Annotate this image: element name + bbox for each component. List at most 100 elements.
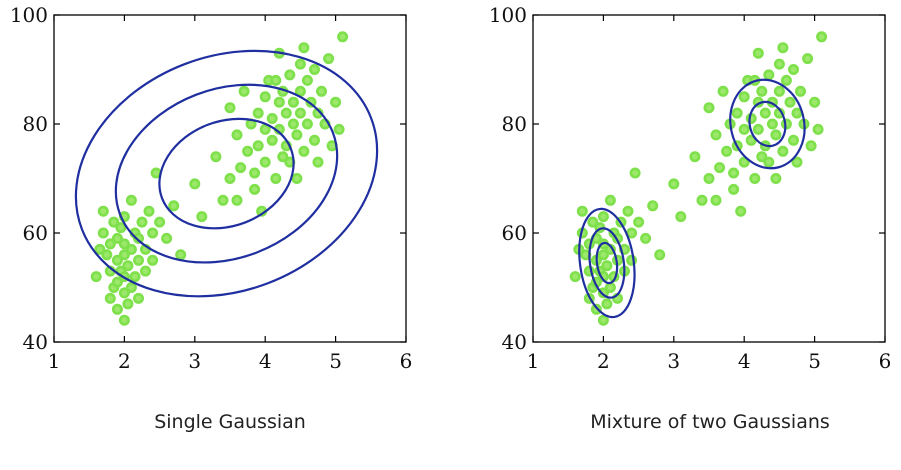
x-tick-label: 6 — [879, 349, 892, 373]
data-point — [728, 167, 740, 179]
data-point — [710, 129, 722, 141]
data-point — [101, 249, 113, 261]
data-point — [738, 123, 750, 135]
contour-ellipse — [588, 227, 626, 299]
y-tick-label: 60 — [502, 221, 527, 245]
data-point — [770, 129, 782, 141]
y-tick-label: 40 — [502, 330, 527, 354]
contour-ellipse — [578, 207, 636, 319]
data-point — [647, 200, 659, 212]
data-point — [111, 254, 123, 266]
data-point — [161, 232, 173, 244]
data-point — [629, 167, 641, 179]
data-point — [147, 254, 159, 266]
data-point — [773, 58, 785, 70]
data-point — [703, 102, 715, 114]
contours-group — [578, 78, 806, 319]
data-point — [122, 298, 134, 310]
x-tick-label: 3 — [188, 349, 201, 373]
data-point — [752, 123, 764, 135]
data-point — [111, 276, 123, 288]
data-point — [235, 162, 247, 174]
data-point — [284, 69, 296, 81]
data-point — [601, 298, 613, 310]
data-point — [777, 145, 789, 157]
data-point — [224, 173, 236, 185]
y-tick-label: 100 — [489, 3, 527, 27]
data-point — [787, 134, 799, 146]
contour-ellipse — [158, 117, 295, 230]
data-point — [97, 205, 109, 217]
data-point — [597, 314, 609, 326]
data-point — [805, 140, 817, 152]
caption-mixture-gaussians: Mixture of two Gaussians — [590, 411, 830, 433]
data-point — [333, 123, 345, 135]
data-point — [133, 232, 145, 244]
panel-mixture-gaussians: 1 2 3 4 5 6 40 60 80 100 — [489, 3, 892, 373]
data-point — [640, 232, 652, 244]
data-point — [115, 222, 127, 234]
data-point — [731, 107, 743, 119]
data-point — [94, 243, 106, 255]
data-point — [802, 53, 814, 65]
data-point — [294, 58, 306, 70]
data-point — [168, 200, 180, 212]
x-tick-label: 1 — [527, 349, 540, 373]
data-point — [773, 85, 785, 97]
data-point — [654, 249, 666, 261]
data-point — [633, 216, 645, 228]
data-point — [97, 227, 109, 239]
x-tick-label: 5 — [329, 349, 342, 373]
data-point — [323, 53, 335, 65]
data-point — [604, 194, 616, 206]
contour-ellipse — [729, 78, 806, 170]
data-point — [175, 249, 187, 261]
data-point — [809, 96, 821, 108]
data-point — [111, 232, 123, 244]
data-point — [721, 145, 733, 157]
data-point — [301, 118, 313, 130]
data-point — [118, 287, 130, 299]
data-point — [287, 118, 299, 130]
panel-single-gaussian: 1 2 3 4 5 6 40 60 80 100 — [10, 3, 413, 373]
data-point — [249, 167, 261, 179]
y-tick-label: 80 — [23, 112, 48, 136]
data-point — [242, 145, 254, 157]
data-point — [249, 183, 261, 195]
data-point — [108, 216, 120, 228]
data-point — [143, 205, 155, 217]
data-point — [122, 260, 134, 272]
data-point — [759, 107, 771, 119]
x-tick-label: 4 — [259, 349, 272, 373]
x-tick-label: 3 — [667, 349, 680, 373]
x-tick-label: 5 — [808, 349, 821, 373]
data-point — [280, 107, 292, 119]
data-point — [812, 123, 824, 135]
data-point — [330, 96, 342, 108]
data-point — [133, 254, 145, 266]
data-point — [154, 216, 166, 228]
data-point — [259, 91, 271, 103]
contour-ellipse — [748, 100, 787, 148]
data-point — [337, 31, 349, 43]
data-point — [784, 96, 796, 108]
data-point — [308, 64, 320, 76]
data-point — [791, 107, 803, 119]
data-point — [210, 151, 222, 163]
x-tick-label: 4 — [738, 349, 751, 373]
data-point — [133, 292, 145, 304]
data-point — [597, 211, 609, 223]
points-group — [569, 31, 828, 326]
data-point — [301, 74, 313, 86]
data-point — [601, 260, 613, 272]
x-tick-label: 2 — [597, 349, 610, 373]
data-point — [569, 271, 581, 283]
data-point — [287, 96, 299, 108]
data-point — [752, 47, 764, 59]
data-point — [266, 134, 278, 146]
x-tick-label: 1 — [48, 349, 61, 373]
data-point — [728, 183, 740, 195]
data-point — [696, 194, 708, 206]
data-point — [125, 243, 137, 255]
